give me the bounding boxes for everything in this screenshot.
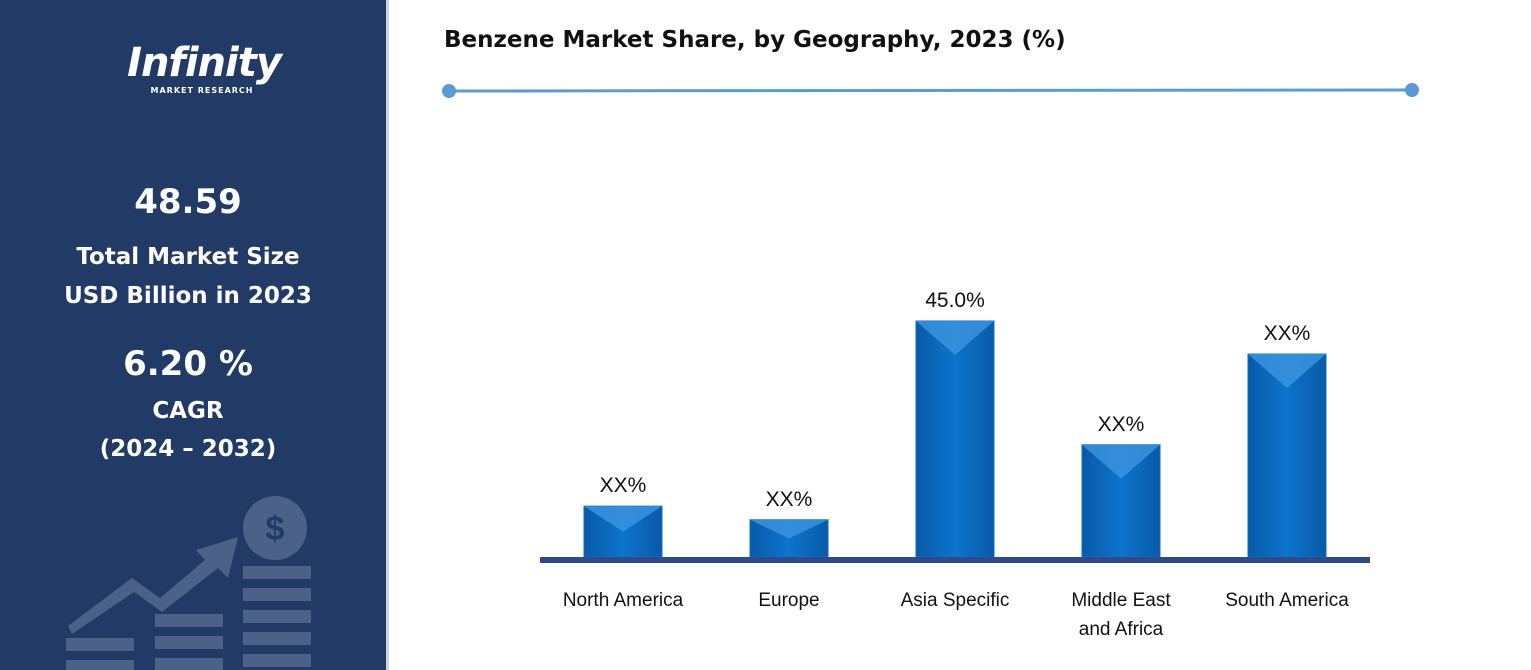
bar [915, 320, 995, 558]
market-size-label: Total Market Size [76, 244, 300, 270]
growth-icon: $ [66, 496, 311, 670]
value-label: XX% [766, 488, 813, 511]
x-tick-label: North America [562, 590, 684, 611]
value-label: XX% [1264, 322, 1311, 345]
title-rule [448, 88, 1413, 93]
chart-title: Benzene Market Share, by Geography, 2023… [444, 27, 1066, 53]
bar-bevel [916, 321, 994, 355]
market-size: 48.59 [134, 182, 242, 222]
cagr-period: (2024 – 2032) [99, 436, 277, 462]
cagr-label: CAGR [152, 398, 224, 424]
bar-bevel [1082, 444, 1160, 479]
value-label: XX% [600, 474, 647, 497]
market-size-label: USD Billion in 2023 [64, 283, 312, 309]
value-label: XX% [1098, 413, 1145, 436]
rule-dot [1405, 83, 1419, 97]
bar-bevel [584, 506, 662, 532]
sidebar: Infinity MARKET RESEARCH 48.59 Total Mar… [0, 0, 389, 670]
bar-bevel [750, 519, 828, 539]
value-label: 45.0% [925, 289, 985, 312]
logo: Infinity [127, 40, 282, 86]
x-tick-label: Middle East and Africa [1071, 590, 1171, 640]
cagr: 6.20 % [123, 344, 253, 384]
rule-dot [442, 84, 456, 98]
x-tick-label: Europe [758, 590, 820, 611]
svg-text:$: $ [266, 510, 285, 548]
x-tick-label: South America [1225, 590, 1349, 611]
logo-sub: MARKET RESEARCH [150, 86, 254, 95]
x-tick-label: Asia Specific [900, 590, 1010, 611]
bar-bevel [1248, 354, 1326, 389]
